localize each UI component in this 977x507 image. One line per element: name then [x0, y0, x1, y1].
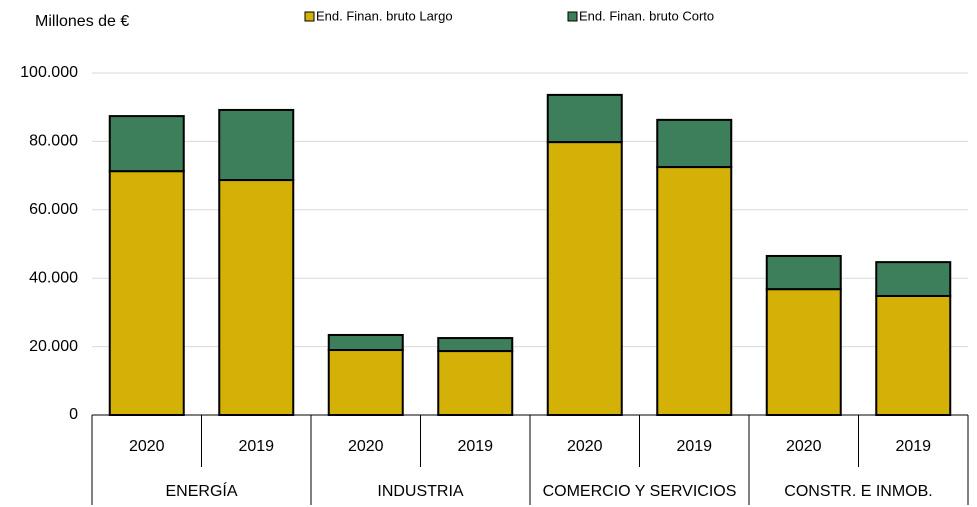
- legend-swatch: [567, 11, 578, 22]
- bar-segment: [875, 261, 952, 297]
- y-tick-label: 20.000: [29, 338, 78, 355]
- x-tick-label: 2019: [895, 438, 931, 455]
- bar-segment: [546, 141, 623, 416]
- y-tick-label: 100.000: [20, 64, 78, 81]
- bar-segment: [765, 254, 842, 291]
- bar-segment: [218, 108, 295, 182]
- group-label: ENERGÍA: [165, 481, 237, 500]
- legend-label: End. Finan. bruto Largo: [316, 8, 453, 23]
- bar-segment: [656, 118, 733, 169]
- x-tick-label: 2019: [457, 438, 493, 455]
- bar-segment: [218, 179, 295, 416]
- x-tick-label: 2020: [348, 438, 384, 455]
- y-tick-label: 80.000: [29, 133, 78, 150]
- bar-segment: [108, 170, 185, 416]
- y-tick-label: 0: [69, 406, 78, 423]
- group-label: INDUSTRIA: [377, 483, 464, 500]
- legend-label: End. Finan. bruto Corto: [579, 8, 714, 23]
- x-tick-label: 2019: [238, 438, 274, 455]
- x-tick-label: 2020: [129, 438, 165, 455]
- bar-segment: [108, 115, 185, 173]
- y-tick-label: 60.000: [29, 201, 78, 218]
- legend-swatch: [304, 11, 315, 22]
- y-tick-label: 40.000: [29, 269, 78, 286]
- x-tick-label: 2020: [786, 438, 822, 455]
- bar-segment: [327, 333, 404, 352]
- group-label: CONSTR. E INMOB.: [784, 483, 932, 500]
- bar-segment: [765, 288, 842, 417]
- x-tick-label: 2020: [567, 438, 603, 455]
- bar-segment: [656, 166, 733, 416]
- group-label: COMERCIO Y SERVICIOS: [543, 483, 737, 500]
- x-tick-label: 2019: [676, 438, 712, 455]
- y-axis-label: Millones de €: [35, 13, 129, 30]
- bar-segment: [875, 294, 952, 417]
- bar-segment: [437, 350, 514, 416]
- bar-segment: [437, 337, 514, 353]
- bar-segment: [546, 93, 623, 144]
- bar-segment: [327, 349, 404, 416]
